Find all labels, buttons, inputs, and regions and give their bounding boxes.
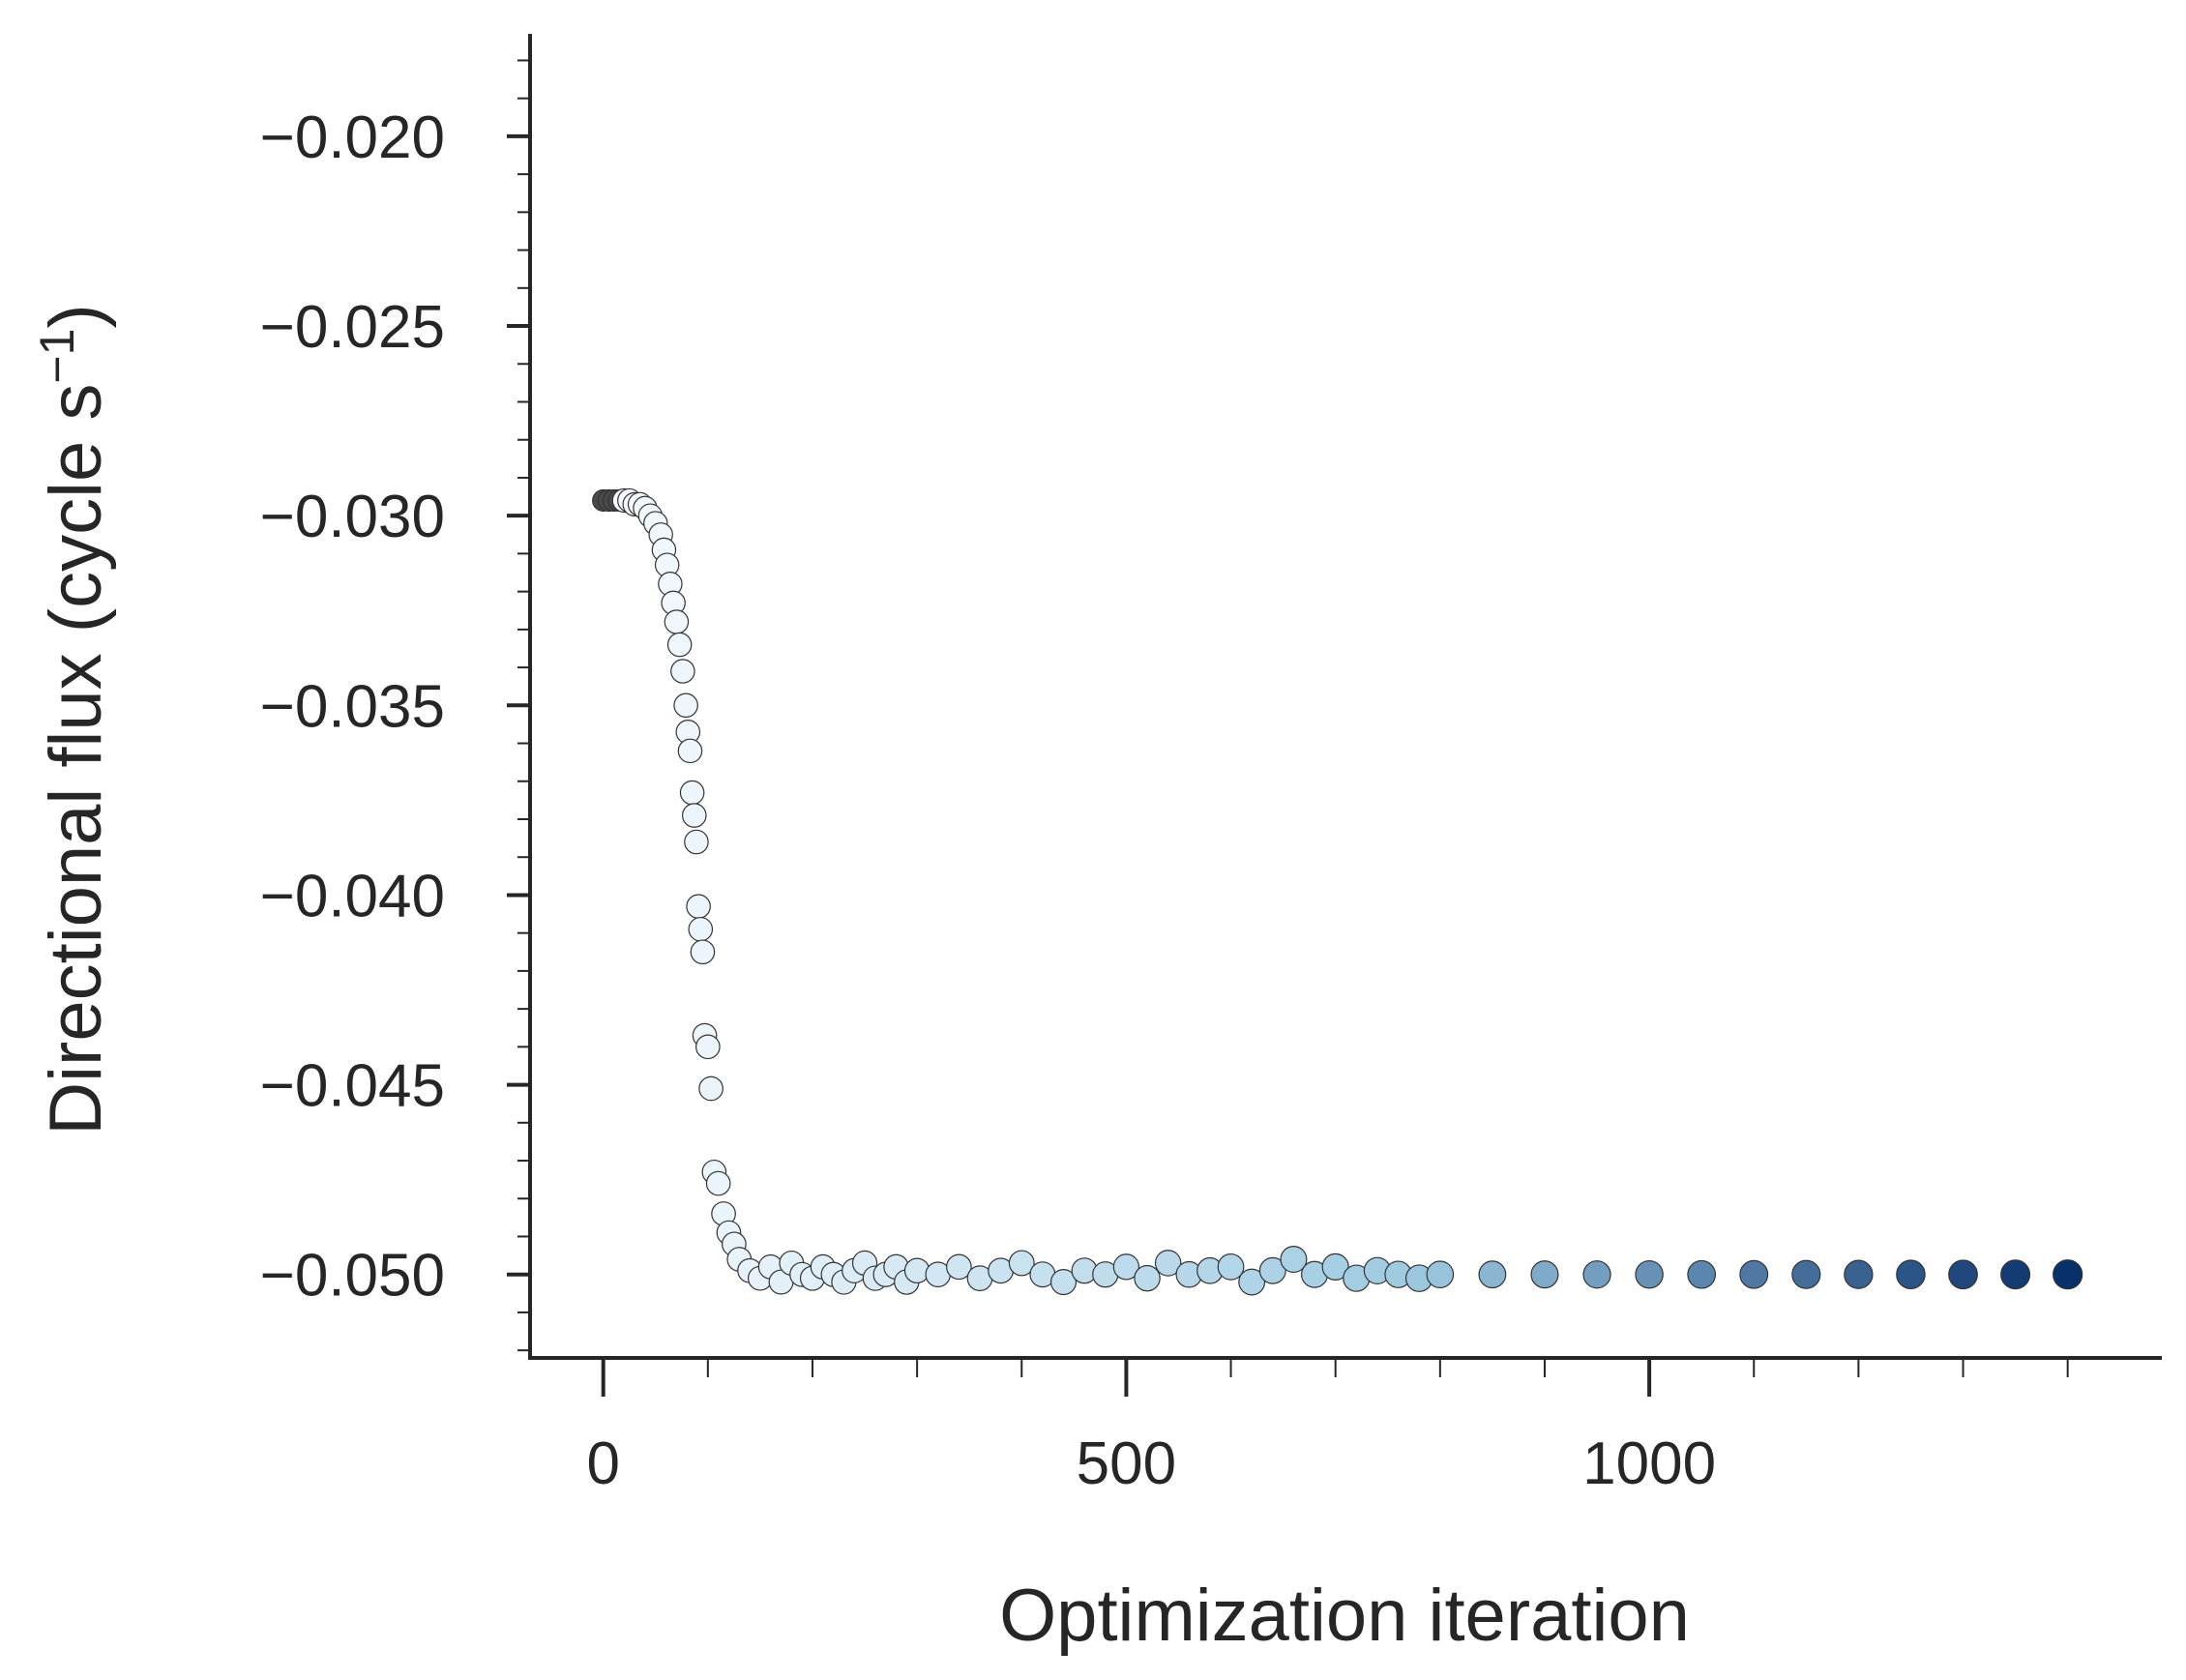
data-point	[688, 916, 714, 942]
x-tick-label: 1000	[1582, 1430, 1716, 1497]
data-point	[673, 693, 698, 719]
data-point	[1008, 1250, 1035, 1277]
data-point	[1134, 1264, 1161, 1292]
data-point	[698, 1076, 724, 1102]
y-tick-label: −0.030	[260, 484, 445, 550]
data-point	[1217, 1253, 1245, 1281]
y-tick-label: −0.050	[260, 1243, 445, 1310]
y-axis-title: Directional flux (cycle s−1)	[30, 304, 117, 1135]
data-point	[684, 829, 709, 855]
y-axis-title-close: )	[35, 304, 117, 328]
x-axis-title: Optimization iteration	[999, 1575, 1690, 1657]
data-point	[1321, 1253, 1349, 1281]
data-point	[670, 659, 695, 684]
y-axis-title-main: Directional flux (cycle s	[35, 384, 117, 1135]
data-point	[705, 1170, 731, 1196]
y-tick-label: −0.020	[260, 104, 445, 171]
data-point	[2000, 1259, 2031, 1290]
data-point	[1687, 1259, 1717, 1289]
y-tick-label: −0.040	[260, 863, 445, 929]
x-tick-label: 0	[586, 1430, 619, 1497]
data-point	[1426, 1260, 1455, 1289]
y-axis-title-superscript: −1	[30, 329, 84, 384]
data-point	[1280, 1245, 1308, 1274]
data-point	[1896, 1259, 1926, 1289]
data-point	[1238, 1268, 1266, 1296]
data-point	[1582, 1260, 1611, 1289]
data-point	[946, 1253, 972, 1281]
data-point	[1049, 1269, 1078, 1296]
data-point	[679, 780, 705, 806]
y-tick-label: −0.025	[260, 294, 445, 361]
data-point	[1154, 1250, 1182, 1277]
data-point	[1739, 1259, 1769, 1289]
data-point	[1791, 1259, 1821, 1289]
data-point	[677, 738, 703, 764]
data-point	[664, 609, 690, 634]
data-point	[686, 894, 711, 920]
data-point	[690, 939, 716, 965]
data-point	[666, 632, 693, 658]
data-point	[681, 803, 707, 828]
data-point	[1948, 1259, 1978, 1290]
data-point	[1530, 1260, 1559, 1289]
data-point	[2053, 1259, 2083, 1290]
data-point	[695, 1034, 721, 1060]
data-point	[1844, 1259, 1874, 1289]
axis-ticks: −0.050 −0.045 −0.040 −0.035 −0.030 −0.025 −0.0…	[260, 59, 2069, 1497]
y-tick-label: −0.035	[260, 673, 445, 740]
data-point	[1258, 1256, 1286, 1284]
data-point	[1478, 1260, 1507, 1289]
data-point	[1112, 1253, 1140, 1281]
x-tick-label: 500	[1077, 1430, 1176, 1497]
data-point	[1635, 1259, 1664, 1289]
data-point	[903, 1257, 931, 1284]
y-tick-label: −0.045	[260, 1053, 445, 1120]
data-points	[592, 487, 2083, 1296]
